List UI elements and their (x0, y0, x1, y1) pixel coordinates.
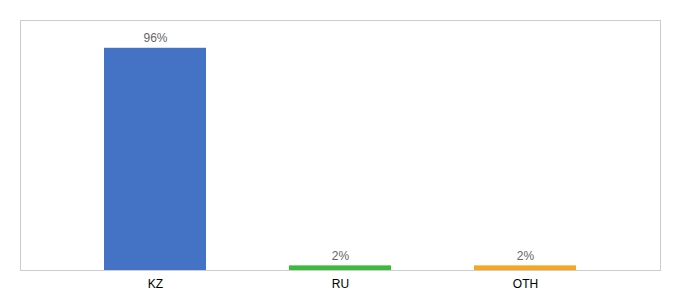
svg-text:2%: 2% (332, 249, 350, 263)
svg-text:2%: 2% (517, 249, 535, 263)
svg-text:KZ: KZ (148, 277, 163, 291)
svg-text:RU: RU (332, 277, 349, 291)
svg-text:OTH: OTH (513, 277, 538, 291)
svg-text:96%: 96% (143, 31, 167, 45)
